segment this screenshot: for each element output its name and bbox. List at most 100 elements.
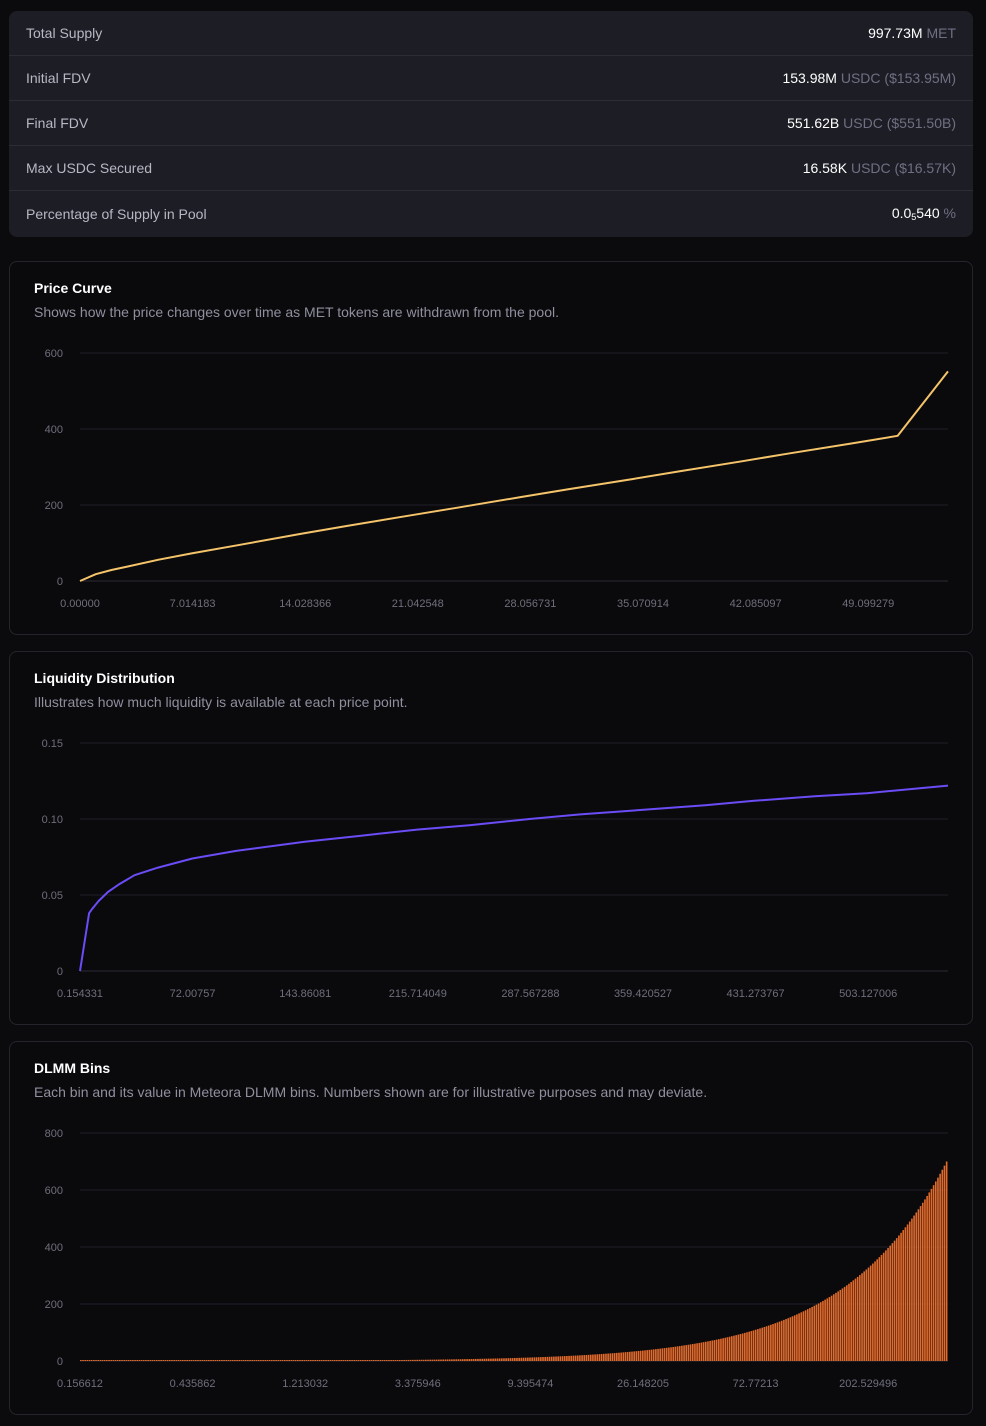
bin-bar — [885, 1250, 887, 1361]
bin-bar — [832, 1294, 835, 1361]
bin-bar — [459, 1359, 462, 1361]
bin-bar — [602, 1353, 605, 1361]
bin-bar — [121, 1360, 123, 1361]
liquidity-distribution-chart: 0 0.05 0.10 0.15 0.154331 72.00757 143.86081 21… — [42, 738, 949, 1000]
bin-bar — [663, 1348, 666, 1361]
bin-bar — [134, 1360, 136, 1361]
y-tick-label: 200 — [45, 1299, 63, 1311]
bin-bar — [457, 1359, 460, 1361]
stat-value: 16.58K — [802, 160, 848, 176]
bin-bar — [136, 1360, 139, 1361]
bin-bar — [544, 1356, 547, 1361]
chart-subtitle: Shows how the price changes over time as… — [34, 304, 559, 320]
bin-bar — [101, 1360, 104, 1361]
bin-bar — [429, 1359, 431, 1361]
bin-bar — [668, 1347, 670, 1361]
bin-bar — [88, 1360, 91, 1361]
price-curve-card: 0 200 400 600 0.00000 7.014183 14.028366 21.042… — [9, 261, 973, 635]
bin-bar — [550, 1356, 553, 1361]
bin-bar — [635, 1351, 638, 1361]
bin-bar — [915, 1212, 918, 1361]
stat-value: 551.62B — [787, 115, 840, 131]
bin-bar — [110, 1360, 113, 1361]
bin-bar — [214, 1360, 217, 1361]
bin-bar — [255, 1360, 258, 1361]
bin-bar — [598, 1354, 601, 1361]
bin-bar — [785, 1319, 787, 1361]
bin-bar — [522, 1357, 525, 1361]
bin-bar — [129, 1360, 132, 1361]
bin-bar — [524, 1357, 527, 1361]
bin-bar — [546, 1356, 549, 1361]
stat-row-supply-in-pool: Percentage of Supply in Pool 0.05540 % — [9, 191, 973, 236]
bin-bar — [937, 1177, 939, 1361]
bin-bar — [318, 1360, 321, 1361]
bin-bar — [637, 1350, 640, 1361]
bin-bar — [238, 1360, 241, 1361]
bin-bar — [704, 1341, 707, 1361]
bin-bar — [179, 1360, 182, 1361]
bin-bar — [570, 1355, 573, 1361]
chart-title: Liquidity Distribution — [34, 670, 175, 686]
bin-bar — [433, 1359, 436, 1361]
bin-bar — [561, 1356, 564, 1361]
bin-bar — [809, 1308, 811, 1361]
bin-bar — [882, 1252, 885, 1361]
bin-bar — [613, 1353, 616, 1361]
bin-bar — [208, 1360, 210, 1361]
bin-bar — [880, 1254, 883, 1361]
y-tick-label: 200 — [45, 500, 63, 512]
bin-bar — [700, 1342, 703, 1361]
bin-bar — [819, 1302, 822, 1361]
bin-bar — [815, 1304, 818, 1361]
bin-bar — [848, 1283, 850, 1361]
bin-bar — [392, 1360, 395, 1361]
bin-bar — [90, 1360, 93, 1361]
bin-bar — [850, 1282, 852, 1361]
x-tick-label: 1.213032 — [282, 1378, 328, 1390]
bin-bar — [377, 1360, 379, 1361]
bin-bar — [503, 1358, 505, 1361]
bin-bar — [811, 1306, 813, 1361]
bin-bar — [229, 1360, 232, 1361]
bin-bar — [173, 1360, 175, 1361]
bin-bar — [917, 1209, 920, 1361]
bin-bar — [689, 1344, 692, 1361]
bin-bar — [80, 1360, 82, 1361]
bin-bar — [579, 1355, 581, 1361]
bin-bar — [103, 1360, 106, 1361]
bin-bar — [715, 1339, 718, 1361]
bin-bar — [572, 1355, 575, 1361]
bin-bar — [398, 1360, 401, 1361]
bin-bar — [155, 1360, 158, 1361]
stat-unit: % — [943, 205, 956, 221]
bin-bar — [394, 1360, 397, 1361]
bin-bar — [221, 1360, 223, 1361]
bin-bar — [158, 1360, 160, 1361]
bin-bar — [919, 1206, 922, 1361]
bin-bar — [351, 1360, 353, 1361]
bin-bar — [490, 1358, 492, 1361]
bin-bar — [841, 1288, 844, 1361]
bin-bar — [290, 1360, 293, 1361]
bin-bar — [798, 1313, 800, 1361]
stat-unit: USDC ($551.50B) — [843, 115, 956, 131]
bin-bar — [537, 1357, 540, 1361]
bin-bar — [800, 1312, 803, 1361]
stat-label: Initial FDV — [26, 70, 91, 86]
bin-bar — [741, 1333, 744, 1361]
bin-bar — [366, 1360, 369, 1361]
bin-bar — [609, 1353, 612, 1361]
bin-bar — [273, 1360, 275, 1361]
bin-bar — [494, 1358, 497, 1361]
bin-bar — [125, 1360, 128, 1361]
bin-bar — [720, 1338, 722, 1361]
bin-bar — [420, 1359, 423, 1361]
bin-bar — [698, 1342, 701, 1361]
bin-bar — [142, 1360, 145, 1361]
bin-bar — [405, 1359, 408, 1361]
bin-bar — [314, 1360, 316, 1361]
bin-bar — [674, 1346, 677, 1361]
x-tick-label: 503.127006 — [839, 988, 897, 1000]
x-tick-label: 202.529496 — [839, 1378, 897, 1390]
